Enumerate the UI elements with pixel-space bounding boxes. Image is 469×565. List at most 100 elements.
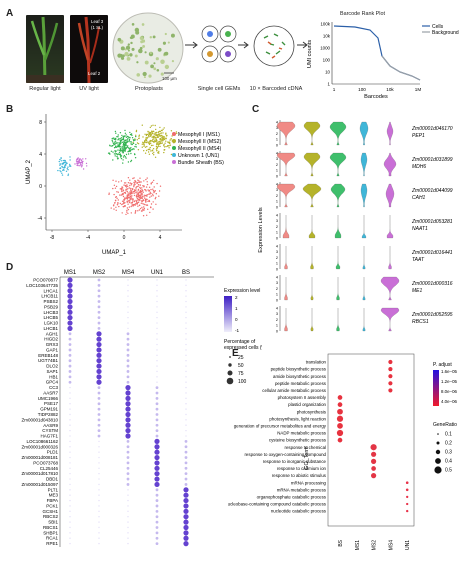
umap-point (116, 204, 119, 206)
dot-point (68, 370, 72, 373)
dot-point (185, 419, 187, 421)
umap-point (62, 168, 64, 170)
umap-point (130, 195, 132, 198)
protoplast-cell (163, 52, 167, 56)
dot-gene-label: PCO070877 (33, 278, 58, 283)
umap-point (149, 126, 151, 129)
umap-point (179, 144, 181, 146)
umap-point (114, 155, 116, 157)
violin-shape (276, 121, 296, 146)
go-term-label: cysteine biosynthetic process (269, 438, 327, 443)
umap-point (131, 148, 133, 151)
umap-point (152, 201, 154, 203)
dot-gene-label: LHCB11 (41, 294, 58, 299)
umap-point (135, 188, 137, 190)
umap-point (129, 150, 131, 152)
protoplast-cell (149, 36, 153, 39)
umap-point (161, 137, 164, 139)
umap-point (137, 192, 140, 195)
dot-point (127, 316, 129, 319)
umap-point (135, 200, 138, 202)
umap-point (123, 182, 126, 184)
rank-plot-title: Barcode Rank Plot (340, 11, 385, 17)
umap-point (122, 156, 125, 158)
umap-point (129, 198, 131, 201)
umap-point (114, 153, 117, 155)
umap-point (148, 135, 150, 137)
umap-point (138, 135, 140, 137)
umap-point (125, 157, 127, 159)
umap-point (111, 138, 113, 140)
umap-point (147, 208, 149, 210)
umap-point (148, 189, 151, 192)
umap-point (115, 146, 118, 148)
violin-shape (361, 215, 367, 239)
umap-point (163, 151, 165, 154)
umap-point (140, 181, 142, 183)
umap-point (152, 195, 154, 197)
umap-point (155, 139, 157, 141)
dot-gene-label: SAP1 (46, 369, 58, 374)
go-point (336, 415, 344, 422)
dot-gene-label: PLT1 (48, 487, 59, 492)
umap-point (124, 191, 126, 194)
umap-point (116, 197, 118, 199)
dot-gene-labels: PCO070877LOC103647735LHCA1LHCB11PSBS2PSB… (21, 278, 58, 547)
dot-point (96, 374, 102, 380)
dot-point (69, 397, 71, 400)
dot-point (185, 413, 187, 416)
dot-point (69, 516, 71, 518)
umap-point (147, 189, 149, 191)
umap-point (145, 186, 148, 188)
umap-point (150, 203, 153, 205)
go-ylabel: GO_Term (304, 446, 310, 470)
umap-point (122, 151, 125, 153)
umap-point (133, 148, 135, 150)
dot-point (155, 429, 159, 433)
umap-point (150, 140, 152, 142)
umap-point (118, 138, 121, 140)
umap-point (113, 143, 116, 146)
dot-point (98, 489, 100, 491)
dot-point (126, 472, 130, 476)
dot-point (98, 526, 100, 529)
umap-point (65, 163, 67, 166)
umap-point (137, 205, 139, 207)
umap-point (168, 147, 170, 149)
dot-point (125, 422, 131, 428)
dot-cluster-header: MS4 (122, 270, 135, 276)
umap-point (134, 183, 136, 186)
protoplast-cell (131, 47, 135, 51)
dot-cluster-header: UN1 (151, 270, 164, 276)
umap-point (145, 201, 147, 203)
dot-point (96, 347, 102, 353)
dot-point (156, 316, 158, 319)
umap-point (144, 146, 147, 148)
violin-shape (329, 152, 347, 177)
umap-point (159, 130, 161, 133)
umap-point (142, 203, 144, 205)
umap-point (152, 144, 154, 147)
violin-gene-id: Zm00001d046170 (411, 126, 453, 132)
dot-point (97, 316, 101, 320)
protoplast-cell (150, 64, 154, 69)
dot-point (98, 456, 100, 459)
umap-point (160, 132, 163, 134)
go-point (337, 395, 343, 400)
dot-cluster-header: MS1 (64, 270, 77, 276)
umap-point (144, 133, 146, 135)
violin-ytick-label: 1 (276, 138, 278, 142)
dot-gene-label: RCA1 (46, 536, 59, 541)
umap-point (163, 138, 166, 141)
dot-point (69, 537, 71, 539)
umap-point (113, 147, 116, 149)
umap-point (130, 212, 132, 214)
umap-point (116, 154, 119, 156)
umap-point (130, 205, 132, 208)
dot-point (127, 489, 129, 491)
dot-point (185, 300, 187, 303)
umap-point (162, 128, 164, 130)
umap-point (111, 139, 113, 142)
go-cluster-label: MS4 (388, 540, 394, 551)
dot-point (154, 476, 160, 482)
